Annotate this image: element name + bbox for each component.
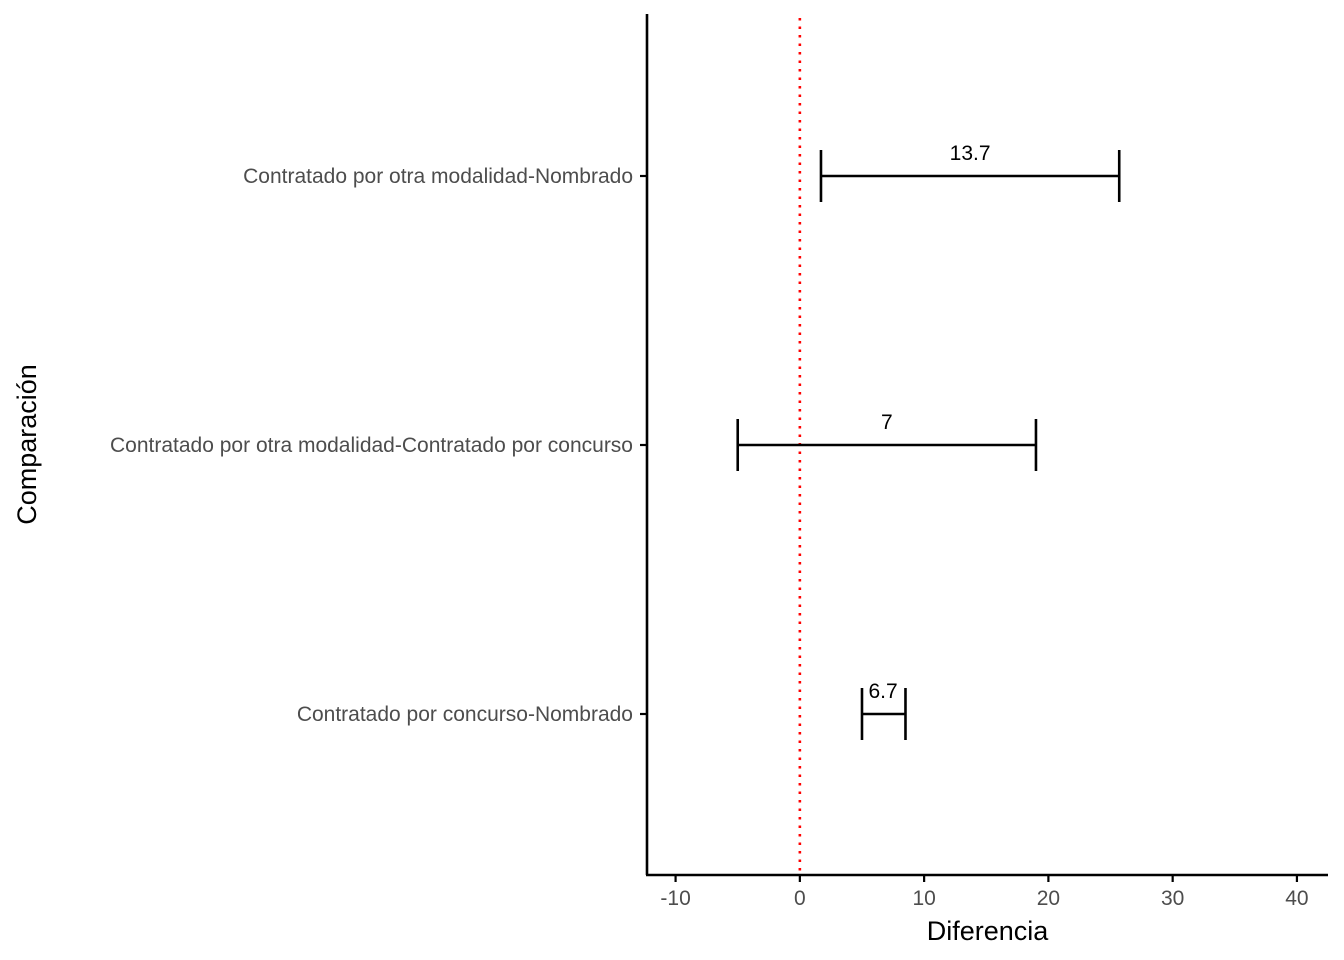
data-label: 7 — [881, 411, 893, 434]
plot-area: 13.7 7 6.7 — [736, 18, 1121, 875]
x-tick-label: 10 — [912, 887, 935, 910]
errorbar — [860, 688, 907, 740]
data-label: 6.7 — [869, 680, 898, 703]
data-label: 13.7 — [950, 142, 991, 165]
y-tick-label: Contratado por otra modalidad-Nombrado — [243, 165, 633, 188]
x-axis-title: Diferencia — [927, 916, 1050, 946]
x-tick-label: 20 — [1037, 887, 1060, 910]
x-tick-label: -10 — [660, 887, 690, 910]
y-tick-group: Contratado por otra modalidad-Nombrado Co… — [110, 165, 647, 726]
y-tick-label: Contratado por concurso-Nombrado — [297, 703, 633, 726]
x-tick-label: 0 — [794, 887, 806, 910]
x-tick-label: 40 — [1285, 887, 1308, 910]
data-label-group: 13.7 7 6.7 — [869, 142, 991, 703]
x-tick-group: -10 0 10 20 30 40 — [660, 875, 1309, 910]
errorbar-group — [736, 150, 1121, 740]
y-tick-label: Contratado por otra modalidad-Contratado… — [110, 434, 633, 457]
x-tick-label: 30 — [1161, 887, 1184, 910]
errorbar — [736, 419, 1038, 471]
errorbar — [819, 150, 1121, 202]
axes: -10 0 10 20 30 40 Contratado por otra modalid… — [110, 14, 1328, 910]
y-axis-title: Comparación — [12, 364, 42, 525]
